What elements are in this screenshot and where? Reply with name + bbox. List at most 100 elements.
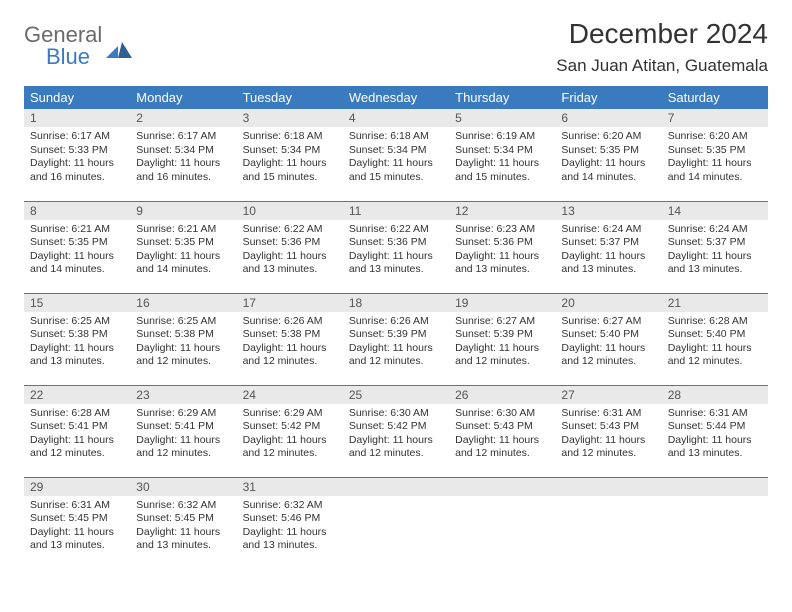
calendar-cell	[343, 477, 449, 569]
calendar-cell: 6Sunrise: 6:20 AMSunset: 5:35 PMDaylight…	[555, 109, 661, 201]
sunrise-line: Sunrise: 6:19 AM	[455, 130, 549, 144]
sunset-line: Sunset: 5:43 PM	[455, 420, 549, 434]
day-number: 27	[555, 386, 661, 404]
day-number-empty	[662, 478, 768, 496]
day-body: Sunrise: 6:19 AMSunset: 5:34 PMDaylight:…	[449, 127, 555, 189]
sunrise-line: Sunrise: 6:24 AM	[668, 223, 762, 237]
calendar-cell	[449, 477, 555, 569]
calendar-cell: 30Sunrise: 6:32 AMSunset: 5:45 PMDayligh…	[130, 477, 236, 569]
day-number-empty	[449, 478, 555, 496]
day-number: 22	[24, 386, 130, 404]
day-body: Sunrise: 6:24 AMSunset: 5:37 PMDaylight:…	[555, 220, 661, 282]
calendar-table: SundayMondayTuesdayWednesdayThursdayFrid…	[24, 86, 768, 569]
daylight-line: Daylight: 11 hours and 12 minutes.	[668, 342, 762, 369]
day-body: Sunrise: 6:20 AMSunset: 5:35 PMDaylight:…	[662, 127, 768, 189]
sunrise-line: Sunrise: 6:31 AM	[668, 407, 762, 421]
day-body: Sunrise: 6:29 AMSunset: 5:41 PMDaylight:…	[130, 404, 236, 466]
location-label: San Juan Atitan, Guatemala	[556, 56, 768, 76]
daylight-line: Daylight: 11 hours and 13 minutes.	[243, 526, 337, 553]
sunset-line: Sunset: 5:45 PM	[136, 512, 230, 526]
day-number: 28	[662, 386, 768, 404]
sunrise-line: Sunrise: 6:24 AM	[561, 223, 655, 237]
day-number: 3	[237, 109, 343, 127]
calendar-cell: 13Sunrise: 6:24 AMSunset: 5:37 PMDayligh…	[555, 201, 661, 293]
calendar-cell: 23Sunrise: 6:29 AMSunset: 5:41 PMDayligh…	[130, 385, 236, 477]
day-number-empty	[555, 478, 661, 496]
sunset-line: Sunset: 5:38 PM	[30, 328, 124, 342]
sunrise-line: Sunrise: 6:32 AM	[243, 499, 337, 513]
sunset-line: Sunset: 5:46 PM	[243, 512, 337, 526]
calendar-cell: 22Sunrise: 6:28 AMSunset: 5:41 PMDayligh…	[24, 385, 130, 477]
sunrise-line: Sunrise: 6:22 AM	[349, 223, 443, 237]
day-number: 9	[130, 202, 236, 220]
day-body: Sunrise: 6:26 AMSunset: 5:39 PMDaylight:…	[343, 312, 449, 374]
daylight-line: Daylight: 11 hours and 16 minutes.	[30, 157, 124, 184]
sunrise-line: Sunrise: 6:31 AM	[561, 407, 655, 421]
sunrise-line: Sunrise: 6:28 AM	[30, 407, 124, 421]
weekday-header: Friday	[555, 86, 661, 109]
sunset-line: Sunset: 5:39 PM	[349, 328, 443, 342]
daylight-line: Daylight: 11 hours and 15 minutes.	[243, 157, 337, 184]
calendar-cell: 31Sunrise: 6:32 AMSunset: 5:46 PMDayligh…	[237, 477, 343, 569]
calendar-cell: 24Sunrise: 6:29 AMSunset: 5:42 PMDayligh…	[237, 385, 343, 477]
sunrise-line: Sunrise: 6:32 AM	[136, 499, 230, 513]
calendar-cell: 3 Sunrise: 6:18 AMSunset: 5:34 PMDaylight…	[237, 109, 343, 201]
sunrise-line: Sunrise: 6:26 AM	[349, 315, 443, 329]
calendar-cell: 26Sunrise: 6:30 AMSunset: 5:43 PMDayligh…	[449, 385, 555, 477]
calendar-cell: 25Sunrise: 6:30 AMSunset: 5:42 PMDayligh…	[343, 385, 449, 477]
weekday-header: Sunday	[24, 86, 130, 109]
sunset-line: Sunset: 5:34 PM	[243, 144, 337, 158]
sunset-line: Sunset: 5:34 PM	[455, 144, 549, 158]
daylight-line: Daylight: 11 hours and 13 minutes.	[243, 250, 337, 277]
daylight-line: Daylight: 11 hours and 15 minutes.	[455, 157, 549, 184]
sunset-line: Sunset: 5:40 PM	[668, 328, 762, 342]
sunrise-line: Sunrise: 6:18 AM	[243, 130, 337, 144]
day-number-empty	[343, 478, 449, 496]
day-number: 24	[237, 386, 343, 404]
sunset-line: Sunset: 5:44 PM	[668, 420, 762, 434]
sunrise-line: Sunrise: 6:30 AM	[349, 407, 443, 421]
day-number: 4	[343, 109, 449, 127]
daylight-line: Daylight: 11 hours and 12 minutes.	[136, 342, 230, 369]
day-body: Sunrise: 6:21 AMSunset: 5:35 PMDaylight:…	[24, 220, 130, 282]
day-number: 11	[343, 202, 449, 220]
calendar-cell: 11Sunrise: 6:22 AMSunset: 5:36 PMDayligh…	[343, 201, 449, 293]
day-body: Sunrise: 6:24 AMSunset: 5:37 PMDaylight:…	[662, 220, 768, 282]
daylight-line: Daylight: 11 hours and 16 minutes.	[136, 157, 230, 184]
weekday-header: Thursday	[449, 86, 555, 109]
sunset-line: Sunset: 5:38 PM	[136, 328, 230, 342]
day-number: 25	[343, 386, 449, 404]
title-block: December 2024 San Juan Atitan, Guatemala	[556, 18, 768, 76]
day-number: 13	[555, 202, 661, 220]
month-title: December 2024	[556, 18, 768, 50]
sunrise-line: Sunrise: 6:25 AM	[30, 315, 124, 329]
calendar-cell: 1Sunrise: 6:17 AMSunset: 5:33 PMDaylight…	[24, 109, 130, 201]
day-number: 20	[555, 294, 661, 312]
daylight-line: Daylight: 11 hours and 13 minutes.	[455, 250, 549, 277]
sunrise-line: Sunrise: 6:31 AM	[30, 499, 124, 513]
sunset-line: Sunset: 5:33 PM	[30, 144, 124, 158]
sunrise-line: Sunrise: 6:17 AM	[136, 130, 230, 144]
calendar-cell: 5Sunrise: 6:19 AMSunset: 5:34 PMDaylight…	[449, 109, 555, 201]
daylight-line: Daylight: 11 hours and 12 minutes.	[349, 342, 443, 369]
calendar-cell: 9Sunrise: 6:21 AMSunset: 5:35 PMDaylight…	[130, 201, 236, 293]
sunrise-line: Sunrise: 6:17 AM	[30, 130, 124, 144]
sunset-line: Sunset: 5:35 PM	[136, 236, 230, 250]
day-number: 2	[130, 109, 236, 127]
day-number: 26	[449, 386, 555, 404]
sunset-line: Sunset: 5:37 PM	[668, 236, 762, 250]
calendar-cell: 28Sunrise: 6:31 AMSunset: 5:44 PMDayligh…	[662, 385, 768, 477]
day-number: 23	[130, 386, 236, 404]
calendar-cell: 10Sunrise: 6:22 AMSunset: 5:36 PMDayligh…	[237, 201, 343, 293]
calendar-head: SundayMondayTuesdayWednesdayThursdayFrid…	[24, 86, 768, 109]
day-number: 16	[130, 294, 236, 312]
day-body: Sunrise: 6:22 AMSunset: 5:36 PMDaylight:…	[343, 220, 449, 282]
daylight-line: Daylight: 11 hours and 13 minutes.	[349, 250, 443, 277]
calendar-cell: 21Sunrise: 6:28 AMSunset: 5:40 PMDayligh…	[662, 293, 768, 385]
calendar-cell: 15Sunrise: 6:25 AMSunset: 5:38 PMDayligh…	[24, 293, 130, 385]
daylight-line: Daylight: 11 hours and 13 minutes.	[668, 250, 762, 277]
sunset-line: Sunset: 5:35 PM	[668, 144, 762, 158]
daylight-line: Daylight: 11 hours and 13 minutes.	[136, 526, 230, 553]
sunrise-line: Sunrise: 6:27 AM	[561, 315, 655, 329]
daylight-line: Daylight: 11 hours and 15 minutes.	[349, 157, 443, 184]
